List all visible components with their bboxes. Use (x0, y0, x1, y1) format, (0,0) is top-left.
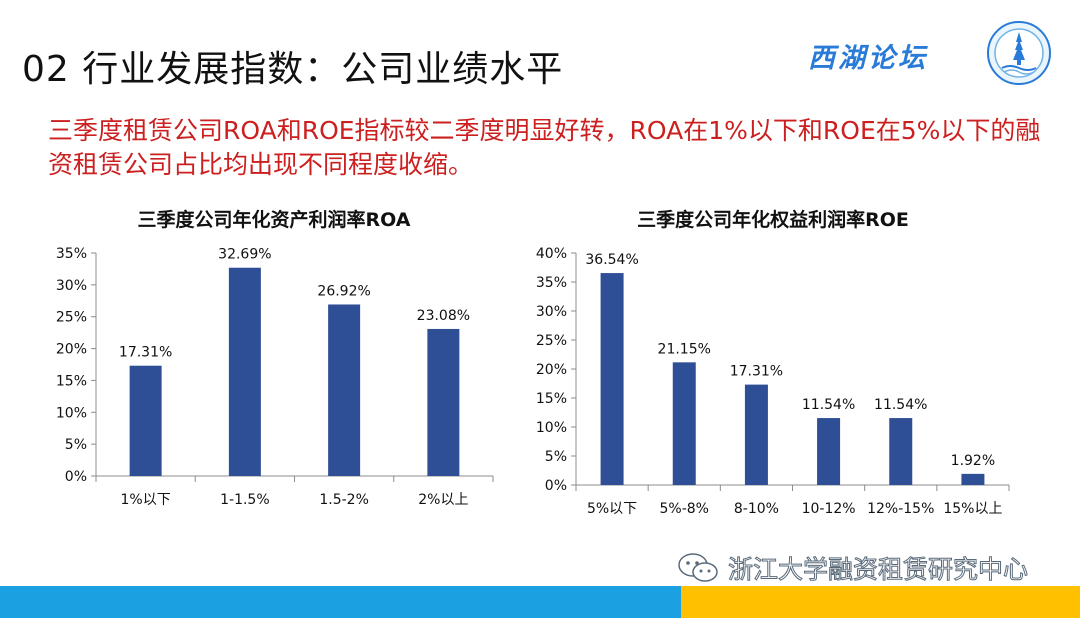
slide-title: 02 行业发展指数：公司业绩水平 (22, 49, 564, 90)
roa-data-label: 23.08% (417, 308, 470, 324)
roa-data-label: 26.92% (317, 283, 370, 299)
footer-band-blue (0, 586, 681, 618)
roe-y-tick-label: 20% (536, 362, 567, 378)
roa-category-label: 1%以下 (121, 492, 171, 508)
roa-chart-title: 三季度公司年化资产利润率ROA (138, 208, 411, 231)
roe-y-tick-label: 30% (536, 304, 567, 320)
roe-y-tick-label: 35% (536, 275, 567, 291)
roe-bar (744, 384, 768, 485)
roa-y-tick-label: 5% (65, 437, 87, 453)
roa-y-tick-label: 35% (56, 246, 87, 262)
roe-bar (600, 273, 624, 485)
roe-y-tick-label: 15% (536, 391, 567, 407)
roa-y-tick-label: 20% (56, 342, 87, 358)
roa-category-label: 2%以上 (418, 492, 468, 508)
roe-category-label: 15%以上 (943, 501, 1002, 517)
roe-data-label: 36.54% (585, 252, 638, 268)
brand-name: 西湖论坛 (808, 43, 928, 74)
roa-bar (328, 304, 361, 476)
roe-y-tick-label: 10% (536, 420, 567, 436)
roe-data-label: 11.54% (802, 397, 855, 413)
roe-data-label: 17.31% (730, 364, 783, 380)
roa-y-tick-label: 0% (65, 469, 87, 485)
roa-category-label: 1-1.5% (220, 492, 270, 508)
footer-band-yellow (681, 586, 1080, 618)
roa-category-label: 1.5-2% (319, 492, 369, 508)
subtitle-text: 三季度租赁公司ROA和ROE指标较二季度明显好转，ROA在1%以下和ROE在5%… (48, 116, 1041, 179)
roe-data-label: 11.54% (874, 397, 927, 413)
roa-data-label: 32.69% (218, 247, 271, 263)
roe-y-tick-label: 0% (545, 478, 567, 494)
roe-bar (889, 418, 913, 485)
roe-y-tick-label: 5% (545, 449, 567, 465)
roe-category-label: 8-10% (734, 501, 779, 517)
roa-y-tick-label: 10% (56, 405, 87, 421)
roe-bar (817, 418, 841, 485)
footer-brand-text: 浙江大学融资租赁研究中心 (727, 555, 1029, 585)
roe-data-label: 1.92% (951, 453, 995, 469)
roe-category-label: 5%以下 (587, 501, 637, 517)
wechat-icon (678, 553, 718, 582)
roa-bar (228, 267, 261, 476)
roa-bar (129, 365, 162, 476)
roa-y-tick-label: 30% (56, 278, 87, 294)
roa-y-tick-label: 25% (56, 310, 87, 326)
roa-bar (427, 328, 460, 476)
roe-chart-title: 三季度公司年化权益利润率ROE (637, 208, 909, 231)
roe-bar (672, 362, 696, 485)
forum-logo-icon (987, 21, 1051, 85)
roe-bar (961, 473, 985, 485)
footer-brand: 浙江大学融资租赁研究中心 (676, 550, 1029, 586)
roa-data-label: 17.31% (119, 345, 172, 361)
roe-data-label: 21.15% (658, 341, 711, 357)
roa-y-tick-label: 15% (56, 373, 87, 389)
roe-y-tick-label: 25% (536, 333, 567, 349)
roe-category-label: 12%-15% (867, 501, 934, 517)
roe-category-label: 5%-8% (660, 501, 709, 517)
roe-category-label: 10-12% (802, 501, 856, 517)
roe-y-tick-label: 40% (536, 246, 567, 262)
